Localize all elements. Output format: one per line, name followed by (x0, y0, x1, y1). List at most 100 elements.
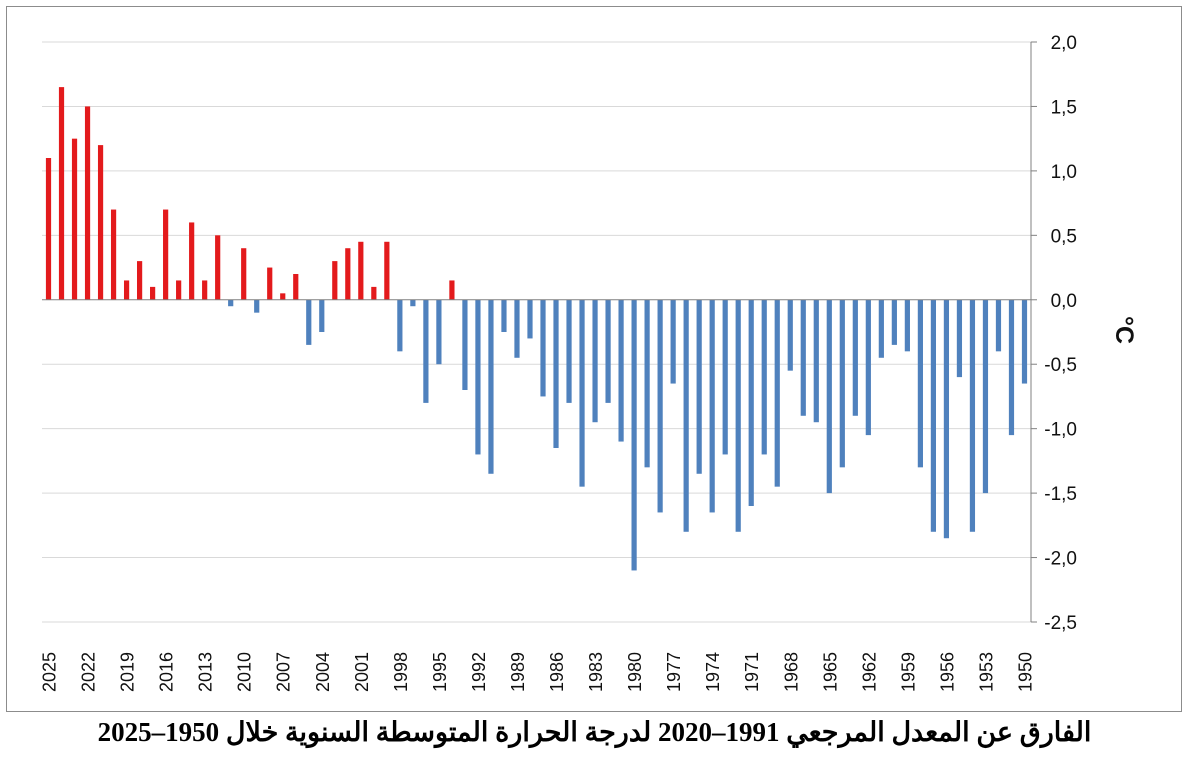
bar-1950 (1021, 299, 1028, 384)
bar-1979 (644, 299, 650, 468)
bar-2019 (123, 280, 130, 300)
bar-2009 (254, 299, 260, 313)
bar-2024 (58, 87, 65, 300)
bar-1965 (826, 299, 832, 494)
bar-2003 (332, 261, 338, 300)
y-axis-label: °C (1110, 316, 1138, 344)
bar-1977 (670, 299, 676, 384)
bar-2021 (97, 145, 104, 300)
y-tick-label: 2,0 (1051, 33, 1077, 54)
bar-1963 (852, 299, 858, 416)
bar-1970 (761, 299, 767, 455)
bar-2023 (71, 138, 78, 300)
bar-1957 (930, 299, 937, 532)
bar-1962 (865, 299, 871, 436)
bar-2017 (150, 286, 156, 300)
bars (45, 87, 1028, 571)
bar-1995 (436, 299, 442, 365)
x-tick-label: 1998 (391, 652, 411, 692)
bar-1999 (384, 241, 390, 300)
x-tick-label: 2013 (196, 652, 216, 692)
x-tick-label: 2001 (352, 652, 372, 692)
bar-2016 (163, 209, 169, 300)
bar-1953 (982, 299, 989, 494)
bar-1952 (995, 299, 1002, 352)
bar-2005 (306, 299, 312, 345)
bar-1964 (839, 299, 845, 468)
bar-1984 (579, 299, 585, 487)
y-tick-label: -0,5 (1044, 355, 1077, 376)
bar-2020 (110, 209, 117, 300)
y-tick-label: -2,0 (1044, 549, 1077, 570)
bar-1958 (917, 299, 923, 468)
bar-2000 (371, 286, 377, 300)
bar-1996 (423, 299, 429, 403)
bar-1991 (488, 299, 494, 474)
bar-1956 (943, 299, 950, 539)
bar-1954 (969, 299, 976, 532)
x-tick-label: 1950 (1015, 652, 1035, 692)
x-tick-label: 2022 (79, 652, 99, 692)
x-tick-label: 1965 (820, 652, 840, 692)
bar-1955 (956, 299, 963, 378)
bar-1978 (657, 299, 663, 513)
bar-1981 (618, 299, 624, 442)
bar-1951 (1008, 299, 1015, 436)
bar-1967 (800, 299, 806, 416)
bar-1966 (813, 299, 819, 423)
bar-1994 (449, 280, 455, 300)
bar-1990 (501, 299, 507, 332)
x-tick-label: 1989 (508, 652, 528, 692)
x-tick-label: 1983 (586, 652, 606, 692)
bar-1972 (735, 299, 741, 532)
y-tick-label: -2,5 (1044, 613, 1077, 634)
x-tick-label: 1971 (742, 652, 762, 692)
bar-2013 (202, 280, 208, 300)
bar-1973 (722, 299, 728, 455)
x-tick-label: 1992 (469, 652, 489, 692)
x-tick-label: 2019 (118, 652, 138, 692)
bar-1982 (605, 299, 611, 403)
x-tick-label: 2007 (274, 652, 294, 692)
bar-1997 (410, 299, 416, 307)
bar-1971 (748, 299, 754, 506)
bar-1961 (878, 299, 884, 358)
bar-2001 (358, 241, 364, 300)
bar-1985 (566, 299, 572, 403)
y-tick-label: 0,5 (1051, 226, 1077, 247)
y-tick-label: 0,0 (1051, 291, 1077, 312)
bar-2012 (215, 235, 221, 300)
x-tick-label: 1968 (781, 652, 801, 692)
bar-2006 (293, 274, 299, 300)
bar-1983 (592, 299, 598, 423)
bar-2004 (319, 299, 325, 332)
bar-2015 (176, 280, 182, 300)
chart-frame (6, 6, 1182, 712)
chart-caption: الفارق عن المعدل المرجعي 1991–2020 لدرجة… (0, 712, 1189, 752)
y-tick-label: 1,0 (1051, 162, 1077, 183)
bar-1960 (891, 299, 897, 345)
x-tick-label: 2004 (313, 652, 333, 692)
bar-1980 (631, 299, 637, 571)
bar-1974 (709, 299, 715, 513)
bar-1968 (787, 299, 793, 371)
bar-2022 (84, 106, 91, 300)
bar-1959 (904, 299, 910, 352)
x-tick-label: 1959 (898, 652, 918, 692)
x-tick-label: 2025 (40, 652, 60, 692)
y-tick-label: -1,0 (1044, 420, 1077, 441)
bar-1998 (397, 299, 403, 352)
y-tick-label: -1,5 (1044, 484, 1077, 505)
bar-1986 (553, 299, 559, 448)
bar-1969 (774, 299, 780, 487)
chart-title: الفارق عن المعدل المرجعي 1991–2020 لدرجة… (97, 717, 1092, 747)
x-tick-label: 2010 (235, 652, 255, 692)
bar-1989 (514, 299, 520, 358)
y-tick-label: 1,5 (1051, 97, 1077, 118)
x-tick-label: 1995 (430, 652, 450, 692)
bar-2011 (228, 299, 234, 307)
temperature-anomaly-chart: 2,0 1,5 1,0 0,5 0,0 -0,5 -1,0 -1,5 -2,0 -2,5 2025 2… (40, 33, 1138, 692)
bar-2010 (241, 248, 247, 300)
bar-2025 (45, 158, 52, 300)
x-tick-label: 1962 (859, 652, 879, 692)
